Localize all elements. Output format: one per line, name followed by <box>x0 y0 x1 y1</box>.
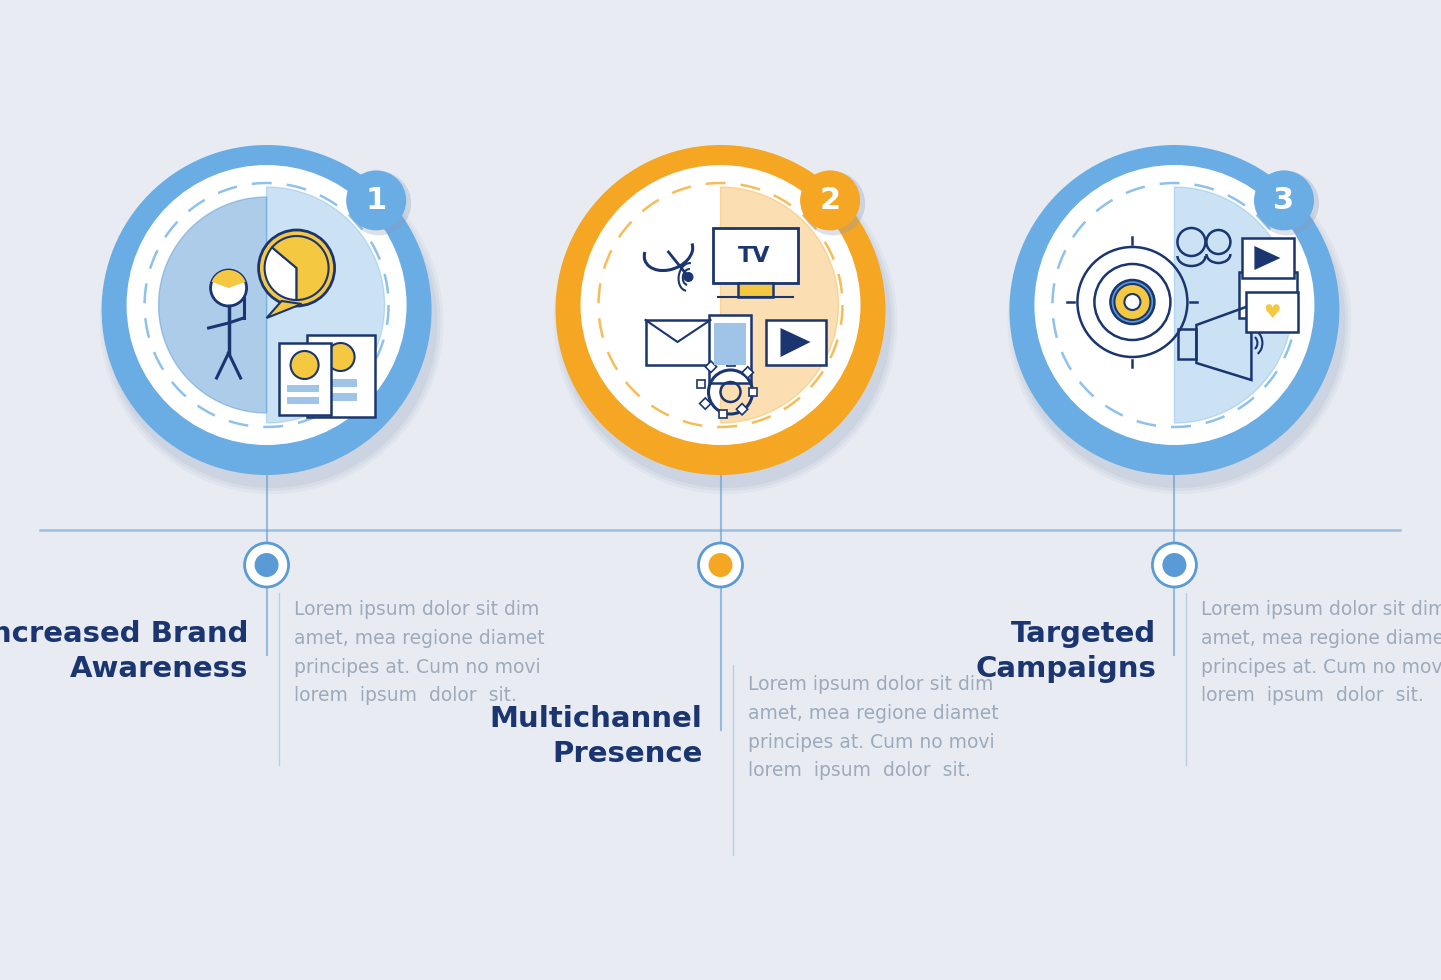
Polygon shape <box>720 187 839 423</box>
Circle shape <box>801 172 865 235</box>
Bar <box>646 320 710 365</box>
Circle shape <box>327 343 354 371</box>
Circle shape <box>1153 543 1196 587</box>
Text: Multichannel
Presence: Multichannel Presence <box>490 705 703 767</box>
Circle shape <box>245 543 288 587</box>
Circle shape <box>581 165 860 445</box>
Polygon shape <box>159 197 267 413</box>
Circle shape <box>1255 172 1319 235</box>
Text: Lorem ipsum dolor sit dim
amet, mea regione diamet
principes at. Cum no movi
lor: Lorem ipsum dolor sit dim amet, mea regi… <box>748 675 999 780</box>
Bar <box>1179 329 1196 359</box>
Bar <box>1246 292 1298 332</box>
Bar <box>736 404 748 415</box>
Text: Lorem ipsum dolor sit dim
amet, mea regione diamet
principes at. Cum no movi
lor: Lorem ipsum dolor sit dim amet, mea regi… <box>1202 600 1441 706</box>
Bar <box>1239 272 1297 318</box>
Bar <box>696 380 705 388</box>
Bar <box>700 398 710 410</box>
Bar <box>709 315 751 383</box>
Bar <box>719 410 726 418</box>
Bar <box>287 397 318 404</box>
Circle shape <box>210 270 246 306</box>
Circle shape <box>1163 553 1186 577</box>
Circle shape <box>1007 150 1352 494</box>
Bar <box>712 228 797 283</box>
Circle shape <box>556 153 895 491</box>
Polygon shape <box>1255 246 1281 270</box>
Circle shape <box>683 272 693 282</box>
Text: 1: 1 <box>366 186 386 215</box>
Polygon shape <box>781 328 810 357</box>
Circle shape <box>101 145 432 475</box>
Text: Lorem ipsum dolor sit dim
amet, mea regione diamet
principes at. Cum no movi
lor: Lorem ipsum dolor sit dim amet, mea regi… <box>294 600 545 706</box>
Circle shape <box>709 553 732 577</box>
Bar <box>748 388 757 396</box>
Circle shape <box>559 156 892 488</box>
Bar <box>317 379 356 387</box>
Circle shape <box>800 171 860 230</box>
Circle shape <box>555 145 886 475</box>
Text: Increased Brand
Awareness: Increased Brand Awareness <box>0 620 249 683</box>
Bar <box>287 385 318 392</box>
Text: ♥: ♥ <box>1264 303 1281 321</box>
Circle shape <box>255 553 278 577</box>
Circle shape <box>258 230 334 306</box>
Circle shape <box>346 171 406 230</box>
Circle shape <box>102 153 441 491</box>
Circle shape <box>1010 153 1349 491</box>
Polygon shape <box>1174 187 1293 423</box>
Text: 2: 2 <box>820 186 840 215</box>
Bar <box>765 320 826 365</box>
Text: 3: 3 <box>1274 186 1294 215</box>
Circle shape <box>347 172 411 235</box>
Polygon shape <box>267 187 385 423</box>
Bar <box>307 335 375 417</box>
Bar <box>278 343 330 415</box>
Circle shape <box>1009 145 1340 475</box>
Text: TV: TV <box>738 246 771 266</box>
Circle shape <box>105 156 438 488</box>
Circle shape <box>127 165 406 445</box>
Circle shape <box>1111 280 1154 324</box>
Bar <box>726 358 735 366</box>
Circle shape <box>553 150 898 494</box>
Wedge shape <box>272 236 329 300</box>
Bar <box>1242 238 1294 278</box>
Circle shape <box>699 543 742 587</box>
Circle shape <box>291 351 318 379</box>
Circle shape <box>1254 171 1314 230</box>
Bar <box>738 283 772 297</box>
Text: Targeted
Campaigns: Targeted Campaigns <box>976 620 1157 683</box>
Wedge shape <box>265 247 297 300</box>
Circle shape <box>1013 156 1346 488</box>
Wedge shape <box>212 270 245 288</box>
Wedge shape <box>1114 284 1150 320</box>
Bar <box>713 323 745 365</box>
Circle shape <box>1124 294 1140 310</box>
Bar <box>317 393 356 401</box>
Bar <box>705 361 716 372</box>
Circle shape <box>1035 165 1314 445</box>
Circle shape <box>99 150 444 494</box>
Polygon shape <box>267 301 301 318</box>
Bar <box>742 367 754 378</box>
